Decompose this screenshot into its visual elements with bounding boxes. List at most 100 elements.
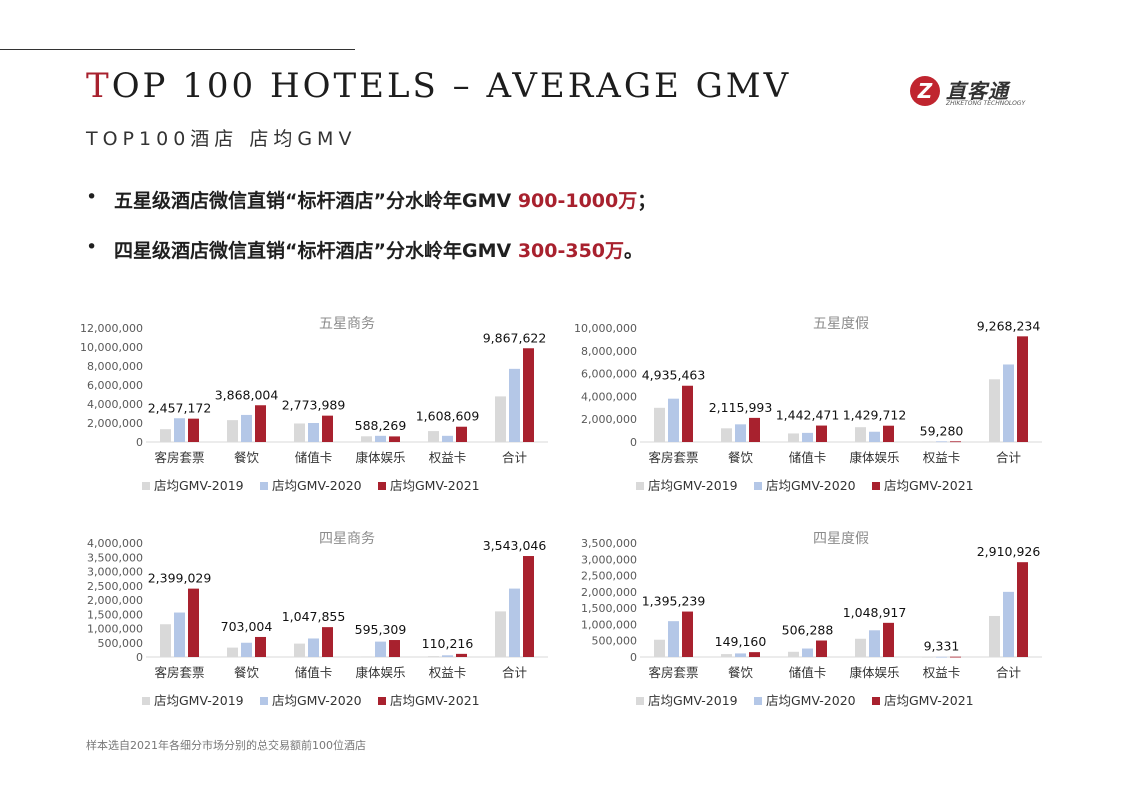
chart-title: 四星商务 xyxy=(319,531,375,547)
x-tick-label: 权益卡 xyxy=(923,450,961,465)
bar-2021 xyxy=(255,405,266,442)
bar-2019 xyxy=(922,441,933,443)
y-tick-label: 2,000,000 xyxy=(87,594,143,607)
bar-2021 xyxy=(883,622,894,657)
bar-2020 xyxy=(869,431,880,442)
zhiketong-logo-icon: Z 直客通 ZHIKETONG TECHNOLOGY xyxy=(910,72,1035,112)
bar-2019 xyxy=(654,639,665,657)
bar-2020 xyxy=(802,648,813,657)
bar-2021 xyxy=(523,556,534,657)
legend-swatch xyxy=(260,482,268,490)
x-tick-label: 康体娱乐 xyxy=(355,450,405,465)
y-tick-label: 2,000,000 xyxy=(581,586,637,599)
legend-swatch xyxy=(378,482,386,490)
bar-2020 xyxy=(308,423,319,442)
bullet-text: 五星级酒店微信直销“标杆酒店”分水岭年GMV 900-1000万； xyxy=(114,186,656,213)
legend-label: 店均GMV-2019 xyxy=(648,693,738,708)
legend-swatch xyxy=(636,697,644,705)
y-tick-label: 10,000,000 xyxy=(80,341,143,354)
bar-2020 xyxy=(668,398,679,442)
data-label: 2,910,926 xyxy=(977,544,1041,559)
data-label: 1,429,712 xyxy=(843,408,907,423)
legend-swatch xyxy=(636,482,644,490)
page-subtitle: TOP100酒店 店均GMV xyxy=(86,128,357,150)
logo-mark: Z xyxy=(910,76,940,106)
y-tick-label: 500,000 xyxy=(592,635,638,648)
bar-2019 xyxy=(294,643,305,657)
y-tick-label: 6,000,000 xyxy=(87,379,143,392)
chart-four-star-business: 四星商务 4,000,000 3,500,000 3,000,000 2,500,000… xyxy=(78,527,598,717)
chart-svg: 四星度假 3,500,000 3,000,000 2,500,000 2,000,000… xyxy=(581,531,1042,708)
bar-2019 xyxy=(294,423,305,442)
y-tick-label: 8,000,000 xyxy=(581,345,637,358)
y-tick-label: 12,000,000 xyxy=(80,322,143,335)
data-label: 1,442,471 xyxy=(776,408,840,423)
page-title-rest: OP 100 HOTELS – AVERAGE GMV xyxy=(111,66,792,106)
data-label: 149,160 xyxy=(715,634,767,649)
bar-2020 xyxy=(1003,364,1014,442)
bar-2020 xyxy=(375,641,386,657)
y-tick-label: 4,000,000 xyxy=(87,398,143,411)
x-tick-label: 餐饮 xyxy=(234,450,260,465)
x-tick-label: 餐饮 xyxy=(728,665,754,680)
bar-2019 xyxy=(721,654,732,657)
top-rule xyxy=(0,49,355,50)
x-tick-label: 合计 xyxy=(502,665,527,680)
data-label: 9,331 xyxy=(924,639,960,654)
data-label: 4,935,463 xyxy=(642,368,706,383)
bar-2020 xyxy=(936,441,947,443)
bar-2021 xyxy=(255,636,266,657)
legend-swatch xyxy=(754,697,762,705)
bar-2021 xyxy=(950,441,961,443)
chart-svg: 五星商务 12,000,000 10,000,000 8,000,000 6,000,0… xyxy=(80,316,548,493)
bullet-marker: • xyxy=(86,186,98,208)
bar-2020 xyxy=(308,638,319,657)
bar-2020 xyxy=(241,414,252,442)
bar-2021 xyxy=(1017,562,1028,657)
bar-2021 xyxy=(456,426,467,442)
x-tick-label: 权益卡 xyxy=(429,665,467,680)
y-tick-label: 2,000,000 xyxy=(581,413,637,426)
bar-2021 xyxy=(749,652,760,657)
y-tick-label: 0 xyxy=(630,436,637,449)
x-tick-label: 储值卡 xyxy=(789,665,827,680)
data-label: 2,115,993 xyxy=(709,400,773,415)
bar-2020 xyxy=(442,655,453,657)
y-tick-label: 2,000,000 xyxy=(87,417,143,430)
bar-2020 xyxy=(375,435,386,442)
bar-2019 xyxy=(855,427,866,442)
bullet-highlight: 900-1000万 xyxy=(517,190,638,212)
bar-2021 xyxy=(322,415,333,442)
bar-2021 xyxy=(816,425,827,442)
chart-five-star-resort: 五星度假 10,000,000 8,000,000 6,000,000 4,000,00… xyxy=(572,312,1092,502)
legend-label: 店均GMV-2021 xyxy=(884,478,974,493)
bar-2019 xyxy=(227,420,238,442)
x-tick-label: 合计 xyxy=(502,450,527,465)
page-title-initial: T xyxy=(86,66,112,106)
bar-2020 xyxy=(668,621,679,657)
bar-2020 xyxy=(735,653,746,657)
data-label: 2,399,029 xyxy=(148,571,212,586)
bar-2019 xyxy=(788,651,799,657)
bar-2019 xyxy=(855,638,866,657)
y-tick-label: 3,000,000 xyxy=(87,566,143,579)
bar-2019 xyxy=(428,431,439,442)
bar-2021 xyxy=(950,656,961,658)
bar-2019 xyxy=(227,647,238,657)
bar-2019 xyxy=(361,436,372,442)
bar-2020 xyxy=(174,612,185,657)
bar-2021 xyxy=(1017,336,1028,442)
y-tick-label: 2,500,000 xyxy=(581,570,637,583)
bullet-body: 四星级酒店微信直销“标杆酒店”分水岭年GMV xyxy=(114,240,518,262)
legend-label: 店均GMV-2020 xyxy=(766,478,856,493)
bar-2021 xyxy=(322,627,333,657)
data-label: 2,457,172 xyxy=(148,400,212,415)
footnote: 样本选自2021年各细分市场分别的总交易额前100位酒店 xyxy=(86,739,366,752)
bar-2019 xyxy=(428,656,439,657)
y-tick-label: 2,500,000 xyxy=(87,580,143,593)
bar-2020 xyxy=(869,630,880,657)
bullet-five-star: • 五星级酒店微信直销“标杆酒店”分水岭年GMV 900-1000万； xyxy=(86,186,1036,212)
y-tick-label: 0 xyxy=(136,651,143,664)
data-label: 588,269 xyxy=(355,418,407,433)
